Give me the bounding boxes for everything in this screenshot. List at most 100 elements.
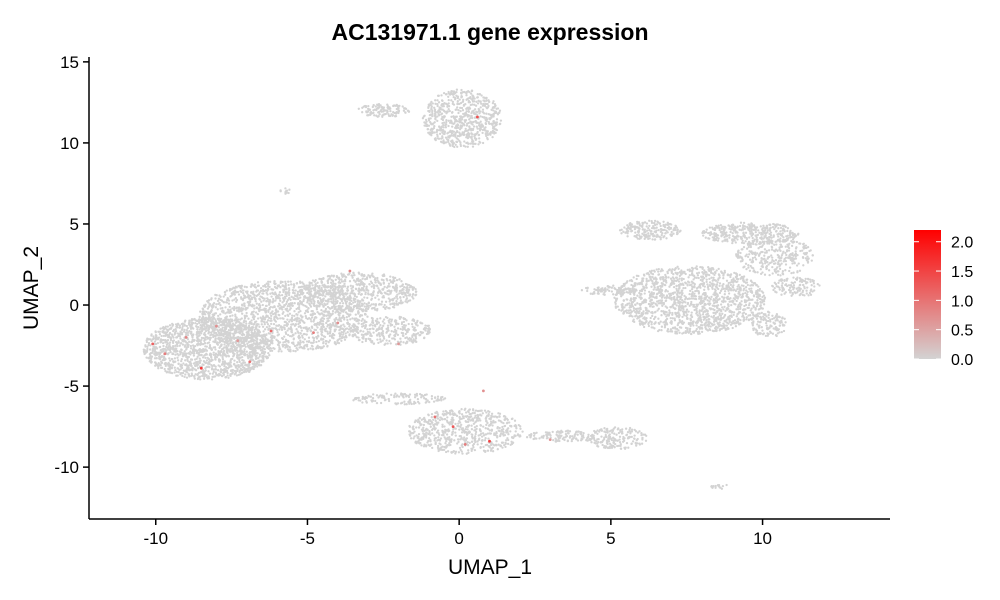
cell-point [297,337,301,340]
cell-point [227,332,230,336]
cell-point [255,306,258,310]
cell-point [396,104,399,107]
cell-point [203,325,206,328]
cell-point [483,127,486,130]
cell-point [209,359,212,363]
cell-point [353,317,356,320]
cell-point [363,302,366,305]
cell-point [467,142,470,145]
cell-point [163,362,166,366]
cell-point [242,336,246,340]
cell-point [295,320,298,323]
cell-point [166,325,169,328]
cell-point [281,284,284,287]
cell-point [333,291,336,294]
cell-point [462,103,466,107]
cell-point [297,334,301,337]
cell-point [381,332,385,335]
cell-point [439,129,442,132]
cell-point [487,112,490,116]
cell-point [190,324,193,328]
cell-point [191,369,194,372]
cell-point [206,324,210,327]
cell-point [221,355,224,358]
cell-point [279,299,282,302]
cell-point [201,363,204,366]
cell-point [260,319,263,322]
cell-point [400,322,404,326]
cell-point [299,296,302,299]
cell-point [387,282,391,285]
cell-point [179,333,183,336]
cell-point [248,328,251,331]
cell-point [475,137,478,141]
cell-point [248,366,251,369]
cell-point [320,330,323,333]
cell-point [215,294,218,297]
cell-point [230,288,233,291]
cell-point [194,322,197,325]
cell-point [309,282,312,285]
cell-point [221,347,224,351]
cell-point [418,402,421,405]
cell-point [400,280,403,283]
cell-point [263,323,266,326]
cell-point [414,334,417,337]
cell-point [231,314,234,317]
cell-point [147,338,151,341]
cell-point [149,344,152,347]
cell-point [249,354,253,357]
cell-point [382,337,386,340]
cell-point [426,128,429,131]
cell-point [481,108,485,111]
cell-point [292,349,295,353]
cell-point [315,340,318,344]
cell-point [241,332,244,335]
cell-point [442,124,445,127]
cell-point [193,364,197,367]
cell-point [212,351,215,354]
cell-point [445,123,448,126]
cell-point [270,288,273,291]
cell-point [395,343,398,346]
cell-point [343,298,346,302]
cell-point [213,364,216,367]
cell-point [370,285,373,288]
cell-point [379,323,382,327]
cell-point [407,110,411,113]
cell-point [196,319,199,323]
cell-point [441,131,444,134]
cell-point [476,96,479,99]
cell-point [268,325,271,328]
cell-point [235,307,238,310]
cell-point [224,293,227,296]
cell-point [379,338,382,341]
cell-point [389,109,392,113]
cell-point [379,401,383,405]
cell-point [188,320,191,324]
cell-point [451,125,454,128]
cell-point [413,396,417,399]
cell-point [163,357,166,360]
cell-point [240,284,244,287]
cell-point [304,314,307,318]
cell-point [360,302,364,305]
cell-point [420,393,423,397]
cell-point [314,283,317,286]
cell-point [339,328,342,331]
cell-point [441,122,444,125]
cell-point [259,287,263,290]
cell-point [411,288,415,291]
cell-point [470,129,473,132]
cell-point [301,315,304,318]
cell-point [214,355,217,358]
cell-point [181,324,184,328]
cell-point [239,296,243,299]
cell-point [275,311,278,314]
cell-point [364,323,368,327]
cell-point [439,127,443,130]
cell-point [420,331,423,334]
cell-point [396,333,400,337]
cell-point [203,331,206,335]
cell-point [209,347,212,350]
